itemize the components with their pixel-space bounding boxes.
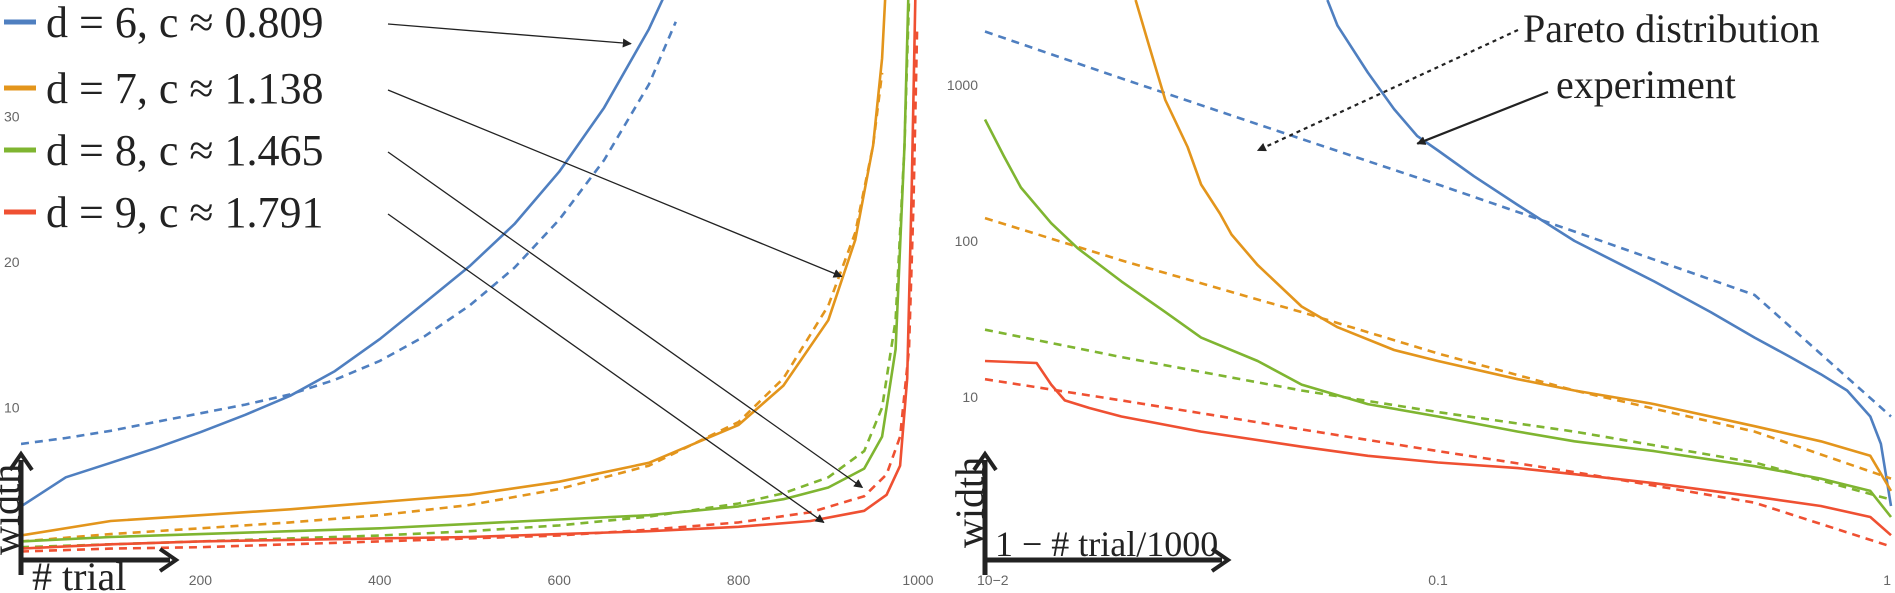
right-x-axis-label: 1 − # trial/1000	[995, 524, 1218, 564]
legend-arrow-1	[387, 89, 843, 278]
right-x-tick-label: 0.1	[1428, 572, 1448, 588]
right-series-5-dashed	[984, 328, 1892, 501]
left-series-group	[21, 0, 919, 553]
legend-entry-0: d = 6, c ≈ 0.809	[46, 0, 324, 47]
left-x-tick-label: 1000	[902, 572, 933, 588]
right-y-tick-label: 1000	[947, 77, 978, 93]
legend-arrow-3	[387, 213, 825, 523]
legend-entry-1: d = 7, c ≈ 1.138	[46, 64, 324, 113]
pareto-arrow	[1256, 29, 1519, 152]
right-axes: 1 − # trial/1000 width	[947, 450, 1232, 575]
right-x-axis-arrowhead	[1210, 547, 1232, 573]
left-series-1-dashed	[21, 21, 677, 446]
left-x-axis-arrowhead	[158, 547, 180, 573]
right-series-4-solid	[983, 118, 1893, 518]
left-y-axis-arrowhead	[8, 450, 34, 472]
left-axes: # trial width	[0, 450, 180, 593]
left-x-tick-label: 600	[548, 572, 572, 588]
legend-entry-3: d = 9, c ≈ 1.791	[46, 188, 324, 237]
legend-arrows	[387, 23, 864, 523]
right-y-tick-label: 10	[962, 389, 978, 405]
left-series-2-solid	[21, 0, 887, 537]
right-panel: 10−2 0.1 1 10 100 1000 Pareto distribution ex…	[947, 0, 1893, 588]
left-x-axis-label: # trial	[32, 554, 126, 593]
right-series-1-dashed	[984, 30, 1892, 418]
right-series-3-dashed	[984, 216, 1892, 480]
right-tick-labels: 10−2 0.1 1 10 100 1000	[947, 77, 1891, 588]
right-series-0-solid	[1326, 0, 1893, 507]
left-series-6-solid	[21, 0, 917, 550]
left-x-tick-label: 400	[368, 572, 392, 588]
left-y-tick-label: 30	[4, 108, 20, 124]
left-series-0-solid	[21, 0, 664, 508]
right-y-axis-arrowhead	[972, 450, 998, 472]
right-series-6-solid	[984, 359, 1892, 537]
left-tick-labels: 200 400 600 800 1000 10 20 30	[4, 108, 934, 588]
pareto-annotation: Pareto distribution experiment	[1523, 6, 1820, 107]
legend-arrow-2	[387, 151, 864, 489]
right-y-tick-label: 100	[955, 233, 979, 249]
right-y-axis-label: width	[947, 457, 992, 548]
right-series-2-solid	[1134, 0, 1893, 492]
left-y-tick-label: 20	[4, 254, 20, 270]
annotation-line1: Pareto distribution	[1523, 6, 1820, 51]
legend-entry-2: d = 8, c ≈ 1.465	[46, 126, 324, 175]
legend-arrow-0	[387, 23, 632, 48]
left-y-tick-label: 10	[4, 399, 20, 415]
experiment-arrow	[1416, 90, 1549, 145]
annotation-arrows	[1256, 29, 1549, 152]
annotation-line2: experiment	[1556, 62, 1736, 107]
left-series-7-dashed	[21, 29, 919, 553]
left-x-tick-label: 800	[727, 572, 751, 588]
left-y-axis-label: width	[0, 464, 28, 555]
legend: d = 6, c ≈ 0.809 d = 7, c ≈ 1.138 d = 8, c…	[4, 0, 324, 237]
right-x-tick-label: 10−2	[977, 572, 1009, 588]
right-series-group	[983, 0, 1893, 548]
left-x-tick-label: 200	[189, 572, 213, 588]
right-x-tick-label: 1	[1883, 572, 1891, 588]
